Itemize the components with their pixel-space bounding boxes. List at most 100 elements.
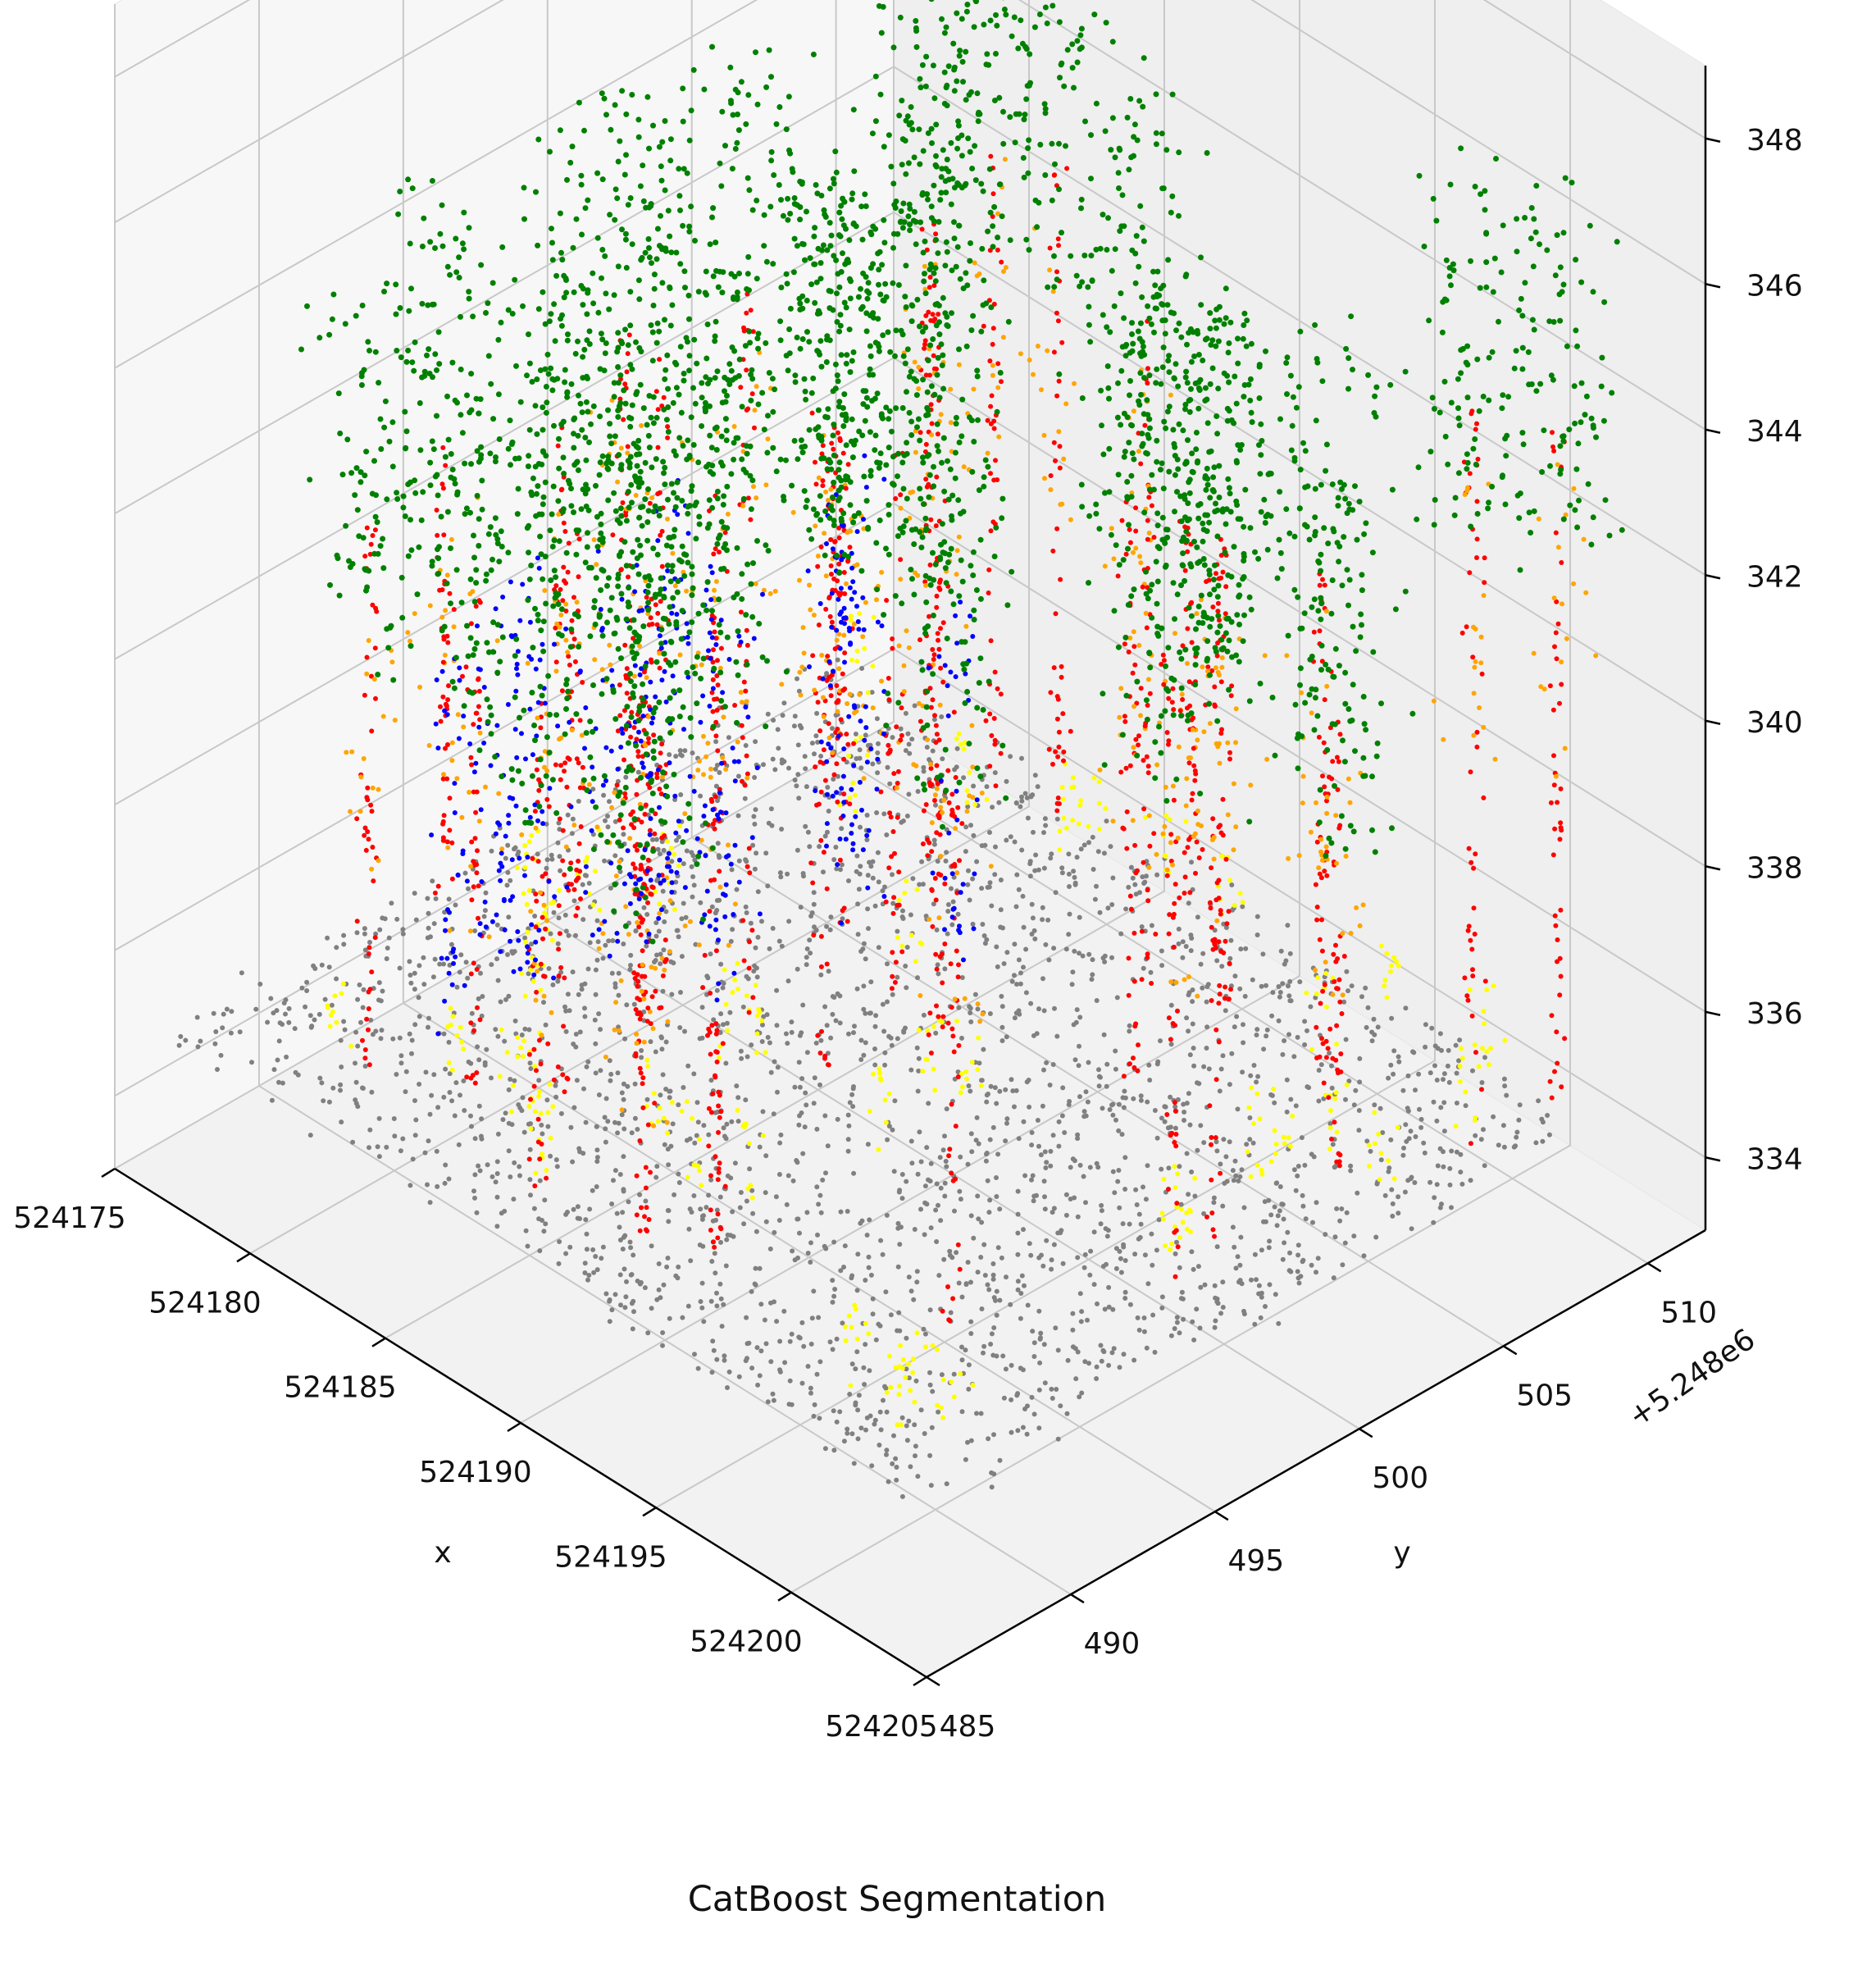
branch-point: [447, 928, 453, 933]
low-vegetation-point: [852, 1302, 858, 1308]
stem-point: [1335, 956, 1341, 961]
ground-point: [1280, 1051, 1286, 1057]
stem-point: [657, 665, 663, 671]
low-vegetation-point: [1287, 1143, 1293, 1149]
stem-point: [746, 1010, 752, 1015]
ground-point: [1351, 1102, 1357, 1108]
stem-point: [1187, 890, 1193, 896]
low-vegetation-point: [1472, 1042, 1478, 1048]
ground-point: [554, 1164, 560, 1169]
stem-point: [1055, 754, 1061, 759]
ground-point: [367, 940, 372, 945]
ground-point: [1458, 1151, 1464, 1157]
ground-point: [859, 666, 865, 671]
stem-point: [1336, 759, 1341, 764]
stem-point: [1149, 981, 1154, 986]
ground-point: [694, 1133, 699, 1138]
stem-point: [1330, 759, 1336, 764]
ground-point: [1154, 1247, 1159, 1253]
low-vegetation-point: [330, 1009, 335, 1014]
branch-point: [626, 932, 631, 937]
stem-point: [934, 604, 940, 610]
low-vegetation-point: [547, 1082, 553, 1087]
ground-point: [1181, 1316, 1186, 1322]
stem-point: [1166, 738, 1172, 744]
ground-point: [653, 1049, 658, 1055]
ground-point: [528, 1066, 534, 1071]
ground-point: [654, 952, 659, 958]
ground-point: [1072, 1195, 1077, 1201]
stem-point: [1061, 749, 1067, 755]
ground-point: [1099, 1202, 1104, 1208]
ground-point: [1308, 1004, 1314, 1010]
branch-point: [1131, 549, 1136, 555]
ground-point: [1263, 1304, 1268, 1309]
ground-point: [667, 752, 672, 758]
ground-point: [660, 888, 666, 894]
ground-point: [802, 1124, 808, 1130]
stem-point: [933, 740, 939, 745]
stem-point: [716, 1169, 722, 1175]
branch-point: [376, 858, 381, 864]
stem-point: [1051, 440, 1057, 445]
ground-point: [890, 900, 896, 906]
low-vegetation-point: [679, 1108, 685, 1114]
ground-point: [779, 827, 785, 832]
ground-point: [1369, 1038, 1375, 1044]
ground-point: [667, 1315, 672, 1321]
ground-point: [319, 1080, 325, 1086]
ground-point: [1077, 1043, 1081, 1049]
ground-point: [540, 1218, 544, 1223]
ground-point: [308, 1024, 314, 1030]
ground-point: [974, 1411, 979, 1416]
branch-point: [956, 362, 962, 367]
ground-point: [1434, 1118, 1440, 1124]
stem-point: [936, 871, 941, 877]
ground-point: [660, 1343, 665, 1348]
ground-point: [854, 1349, 860, 1355]
branch-point: [1340, 931, 1346, 937]
ground-point: [989, 1331, 995, 1337]
branch-point: [985, 450, 990, 456]
ground-point: [353, 1060, 357, 1066]
stem-point: [1182, 891, 1187, 896]
ground-point: [1145, 1163, 1150, 1169]
ground-point: [580, 882, 585, 887]
ground-point: [1168, 1124, 1173, 1130]
low-vegetation-point: [1240, 900, 1245, 905]
ground-point: [956, 1005, 962, 1010]
ground-point: [849, 1431, 855, 1437]
low-vegetation-point: [716, 1055, 722, 1061]
stem-point: [707, 909, 713, 914]
stem-point: [886, 676, 891, 681]
ground-point: [1105, 1228, 1111, 1233]
ground-point: [804, 1210, 810, 1215]
branch-point: [1262, 653, 1268, 659]
ground-point: [494, 956, 499, 962]
ground-point: [1015, 1251, 1021, 1257]
ground-point: [1145, 1099, 1150, 1105]
stem-point: [1314, 839, 1320, 845]
branch-point: [1175, 835, 1181, 841]
ground-point: [631, 1309, 636, 1315]
ground-point: [862, 1382, 867, 1387]
stem-point: [983, 718, 989, 723]
ground-point: [1454, 1101, 1459, 1106]
stem-point: [942, 941, 948, 946]
stem-point: [713, 1049, 719, 1055]
ground-point: [1104, 818, 1109, 824]
ground-point: [239, 970, 244, 976]
ground-point: [212, 1041, 218, 1046]
stem-point: [706, 1143, 712, 1149]
ground-point: [338, 1037, 344, 1043]
ground-point: [494, 1194, 500, 1200]
branch-point: [657, 650, 663, 656]
branch-point: [618, 978, 624, 983]
ground-point: [991, 1432, 996, 1438]
ground-point: [495, 1033, 501, 1039]
ground-point: [390, 1036, 396, 1042]
ground-point: [1072, 948, 1077, 954]
ground-point: [1168, 1002, 1174, 1008]
ground-point: [1396, 1054, 1401, 1060]
ground-point: [928, 1483, 934, 1489]
